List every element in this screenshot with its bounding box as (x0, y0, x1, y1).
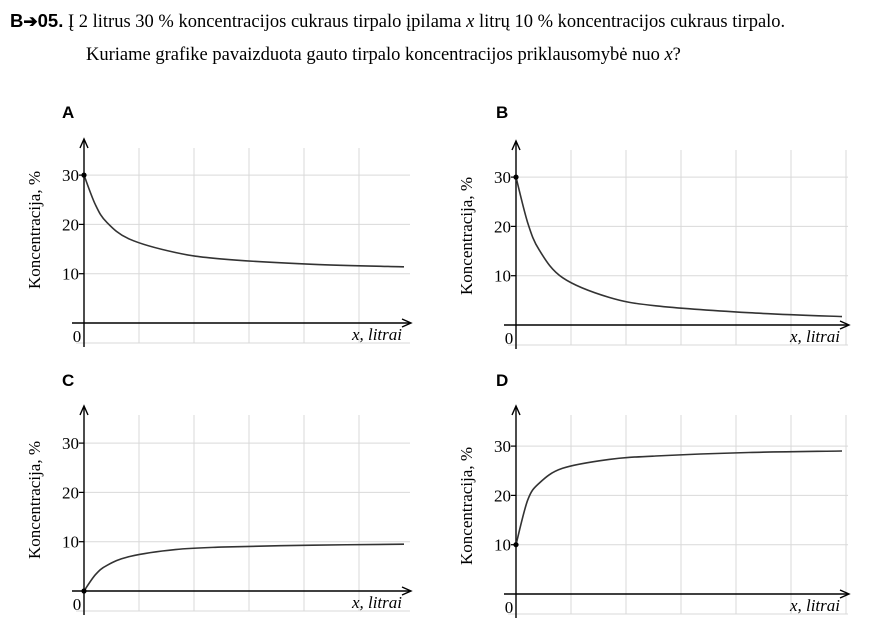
question-number: B➔05. (10, 10, 63, 31)
start-point-b (513, 174, 519, 180)
question-var-1: x (466, 12, 475, 32)
y-tick-label-a: 20 (62, 215, 79, 234)
panel-label-b: B (496, 103, 508, 122)
y-axis-label-d: Koncentracija, % (457, 447, 476, 565)
y-tick-label-b: 10 (494, 267, 511, 286)
y-tick-label-c: 20 (62, 483, 79, 502)
question-text-2b: ? (672, 45, 681, 65)
y-tick-label-c: 10 (62, 533, 79, 552)
question-text-1b: litrų 10 % koncentracijos cukraus tirpal… (474, 12, 786, 32)
start-point-c (81, 588, 87, 594)
y-tick-label-b: 30 (494, 168, 511, 187)
y-tick-label-a: 30 (62, 166, 79, 185)
curve-b (515, 176, 843, 318)
origin-label-b: 0 (505, 329, 514, 348)
y-axis-label-a: Koncentracija, % (25, 171, 44, 289)
question-letter: B (10, 10, 24, 31)
origin-label-a: 0 (73, 327, 82, 346)
y-tick-label-d: 20 (494, 486, 511, 505)
y-axis-arrow-icon (79, 137, 89, 149)
x-axis-arrow-icon (839, 320, 851, 330)
curve-d (515, 450, 843, 545)
question-var-2: x (664, 45, 673, 65)
x-axis-label-a: x, litrai (351, 325, 402, 344)
y-axis-arrow-icon (79, 404, 89, 416)
y-axis-label-c: Koncentracija, % (25, 441, 44, 559)
y-axis-label-b: Koncentracija, % (457, 177, 476, 295)
origin-label-c: 0 (73, 595, 82, 614)
origin-label-d: 0 (505, 598, 514, 617)
question-line-1: B➔05. Į 2 litrus 30 % koncentracijos cuk… (10, 10, 785, 33)
panel-label-c: C (62, 371, 74, 390)
start-point-a (81, 172, 87, 178)
x-axis-arrow-icon (839, 589, 851, 599)
x-axis-label-c: x, litrai (351, 593, 402, 612)
y-tick-label-c: 30 (62, 434, 79, 453)
panel-label-a: A (62, 103, 74, 122)
question-line-2: Kuriame grafike pavaizduota gauto tirpal… (86, 45, 681, 66)
x-axis-arrow-icon (401, 318, 413, 328)
arrow-right-icon: ➔ (23, 12, 38, 31)
y-tick-label-b: 20 (494, 217, 511, 236)
y-tick-label-d: 30 (494, 437, 511, 456)
question-text-1a: Į 2 litrus 30 % koncentracijos cukraus t… (67, 12, 467, 32)
y-tick-label-a: 10 (62, 265, 79, 284)
x-axis-label-b: x, litrai (789, 327, 840, 346)
question-number-suffix: 05. (37, 10, 64, 31)
curve-c (83, 543, 405, 592)
y-axis-arrow-icon (511, 404, 521, 416)
x-axis-label-d: x, litrai (789, 596, 840, 615)
y-tick-label-d: 10 (494, 536, 511, 555)
x-axis-arrow-icon (401, 586, 413, 596)
panel-label-d: D (496, 371, 508, 390)
y-axis-arrow-icon (511, 139, 521, 151)
curve-a (83, 174, 405, 268)
question-text-2a: Kuriame grafike pavaizduota gauto tirpal… (86, 45, 665, 65)
start-point-d (513, 542, 519, 548)
